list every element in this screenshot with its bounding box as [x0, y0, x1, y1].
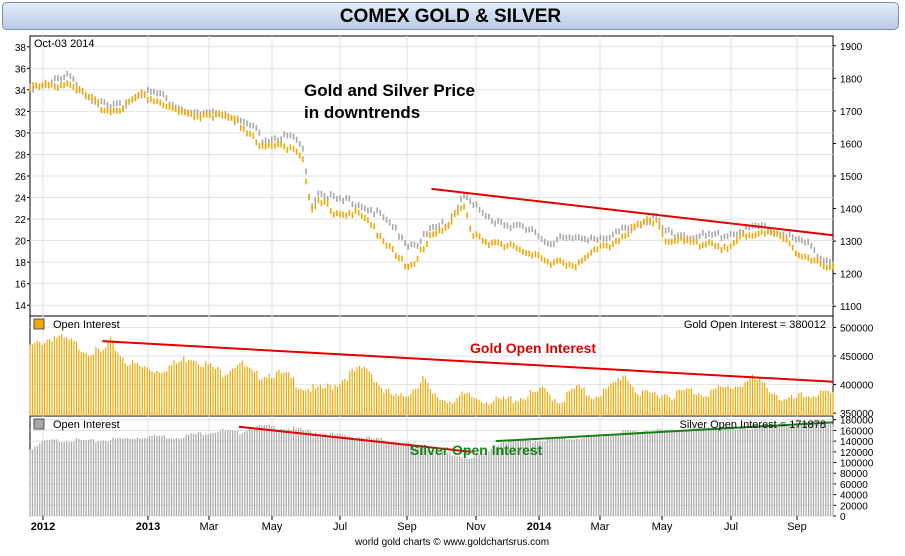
x-tick-label: Nov	[466, 521, 486, 533]
gold-oi-annotation: Gold Open Interest	[470, 340, 596, 356]
gold-oi-tick-label: 350000	[840, 409, 874, 420]
right-tick-label: 1900	[840, 42, 863, 53]
silver-oi-tick-label: 120000	[840, 448, 874, 459]
left-tick-label: 30	[15, 129, 27, 140]
silver-oi-series	[29, 421, 834, 516]
left-tick-label: 32	[15, 107, 27, 118]
left-tick-label: 20	[15, 237, 27, 248]
gold-oi-value-label: Gold Open Interest = 380012	[684, 319, 826, 331]
silver-oi-tick-label: 20000	[840, 501, 868, 512]
right-tick-label: 1400	[840, 205, 863, 216]
left-tick-label: 18	[15, 258, 27, 269]
x-tick-label: Jul	[724, 521, 738, 533]
right-tick-label: 1600	[840, 139, 863, 150]
x-tick-label: Mar	[591, 521, 610, 533]
silver-oi-tick-label: 60000	[840, 480, 868, 491]
silver-oi-legend-label: Open Interest	[53, 419, 120, 431]
left-tick-label: 38	[15, 43, 27, 54]
left-tick-label: 14	[15, 301, 27, 312]
right-tick-label: 1200	[840, 270, 863, 281]
right-tick-label: 1800	[840, 74, 863, 85]
silver-oi-annotation: Silver Open Interest	[410, 442, 543, 458]
right-tick-label: 1500	[840, 172, 863, 183]
panel-frame-3	[29, 415, 834, 517]
silver-oi-tick-label: 80000	[840, 469, 868, 480]
gold-oi-tick-label: 450000	[840, 352, 874, 363]
date-stamp: Oct-03 2014	[34, 38, 95, 50]
panel-frame-2	[29, 315, 834, 417]
silver-oi-tick-label: 140000	[840, 437, 874, 448]
left-tick-label: 16	[15, 280, 27, 291]
left-tick-label: 22	[15, 215, 27, 226]
left-tick-label: 34	[15, 86, 27, 97]
x-tick-label: Mar	[200, 521, 219, 533]
x-tick-label: 2014	[527, 521, 552, 533]
price-trendline	[431, 187, 834, 237]
silver-oi-trendline-red	[238, 425, 472, 453]
silver-oi-tick-label: 40000	[840, 491, 868, 502]
gold-oi-tick-label: 500000	[840, 323, 874, 334]
x-tick-label: Sep	[787, 521, 807, 533]
silver-oi-tick-label: 180000	[840, 416, 874, 427]
silver-oi-tick-label: 0	[840, 512, 846, 523]
chart-footer: world gold charts © www.goldchartsrus.co…	[354, 537, 549, 548]
right-tick-label: 1300	[840, 237, 863, 248]
title-bar: COMEX GOLD & SILVER	[2, 2, 899, 30]
x-tick-label: 2012	[31, 521, 55, 533]
x-tick-label: May	[262, 521, 283, 533]
x-tick-label: 2013	[136, 521, 160, 533]
gold-oi-legend-label: Open Interest	[53, 319, 120, 331]
right-tick-label: 1100	[840, 302, 862, 313]
annotation-line-1: Gold and Silver Price	[304, 81, 475, 100]
silver-oi-value-label: Silver Open Interest = 171878	[680, 419, 826, 431]
left-tick-label: 28	[15, 150, 27, 161]
silver-oi-tick-label: 100000	[840, 459, 874, 470]
x-tick-label: May	[652, 521, 673, 533]
x-tick-label: Sep	[397, 521, 417, 533]
left-tick-label: 24	[15, 194, 27, 205]
left-tick-label: 26	[15, 172, 27, 183]
gold-oi-series	[29, 333, 834, 416]
gold-oi-trendline	[102, 340, 834, 383]
annotation-line-2: in downtrends	[304, 103, 420, 122]
gold-oi-tick-label: 400000	[840, 381, 874, 392]
right-tick-label: 1700	[840, 107, 863, 118]
chart-title: COMEX GOLD & SILVER	[339, 6, 562, 27]
silver-oi-tick-label: 160000	[840, 426, 874, 437]
left-tick-label: 36	[15, 64, 27, 75]
gold-oi-legend-swatch	[33, 318, 45, 330]
gold-price-series	[29, 79, 834, 271]
x-tick-label: Jul	[333, 521, 347, 533]
silver-oi-trendline-green	[495, 421, 834, 443]
silver-oi-legend-swatch	[33, 418, 45, 430]
